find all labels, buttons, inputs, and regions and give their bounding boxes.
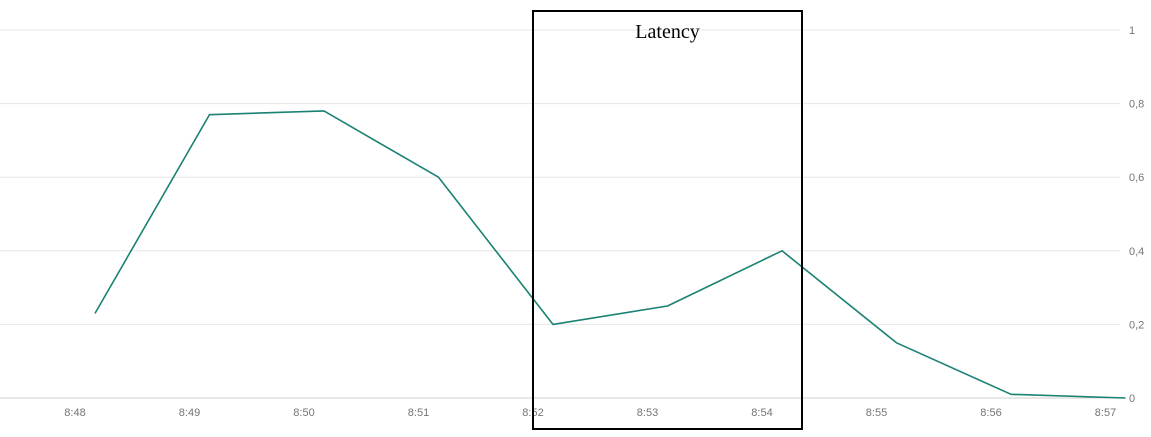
annotation-box: Latency [532,10,803,430]
annotation-label: Latency [635,21,699,43]
y-tick-label: 1 [1129,25,1135,37]
x-tick-label: 8:53 [637,407,658,419]
series-line [94,110,1126,399]
x-tick-label: 8:54 [751,407,772,419]
y-tick-label: 0,4 [1129,246,1144,258]
x-tick-label: 8:50 [293,407,314,419]
x-tick-label: 8:57 [1095,407,1116,419]
y-axis-ticks: 0 0,2 0,4 0,6 0,8 1 [1129,25,1144,405]
x-tick-label: 8:55 [866,407,887,419]
x-tick-label: 8:56 [980,407,1001,419]
x-axis-ticks: 8:48 8:49 8:50 8:51 8:52 8:53 8:54 8:55 8:56 8:57 [64,407,1116,419]
x-tick-label: 8:48 [64,407,85,419]
grid-lines [0,29,1120,399]
y-tick-label: 0,8 [1129,99,1144,111]
y-tick-label: 0,2 [1129,319,1144,331]
y-tick-label: 0,6 [1129,172,1144,184]
y-tick-label: 0 [1129,393,1135,405]
x-tick-label: 8:49 [179,407,200,419]
annotation-rect [532,10,803,430]
series-group [94,110,1126,399]
x-tick-label: 8:51 [408,407,429,419]
